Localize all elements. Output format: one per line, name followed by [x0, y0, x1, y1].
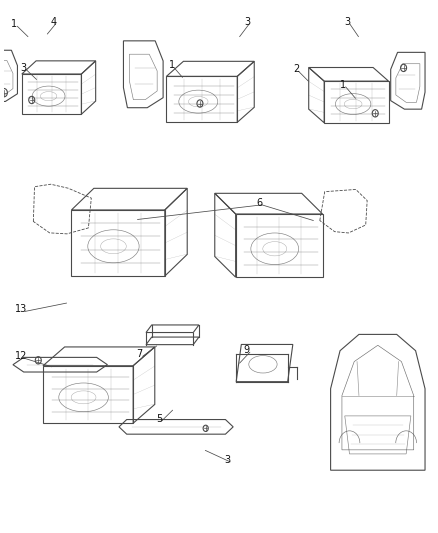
Text: 13: 13 [15, 304, 28, 314]
Text: 3: 3 [244, 17, 250, 27]
Text: 1: 1 [340, 80, 346, 90]
Text: 12: 12 [15, 351, 28, 361]
Text: 1: 1 [11, 19, 17, 29]
Text: 9: 9 [244, 345, 250, 355]
Text: 3: 3 [345, 17, 351, 27]
Text: 2: 2 [293, 64, 300, 74]
Text: 4: 4 [51, 17, 57, 27]
Text: 1: 1 [169, 60, 175, 70]
Text: 3: 3 [225, 455, 231, 465]
Text: 3: 3 [21, 63, 27, 73]
Text: 7: 7 [137, 349, 143, 359]
Text: 5: 5 [156, 414, 162, 424]
Text: 6: 6 [257, 198, 263, 208]
